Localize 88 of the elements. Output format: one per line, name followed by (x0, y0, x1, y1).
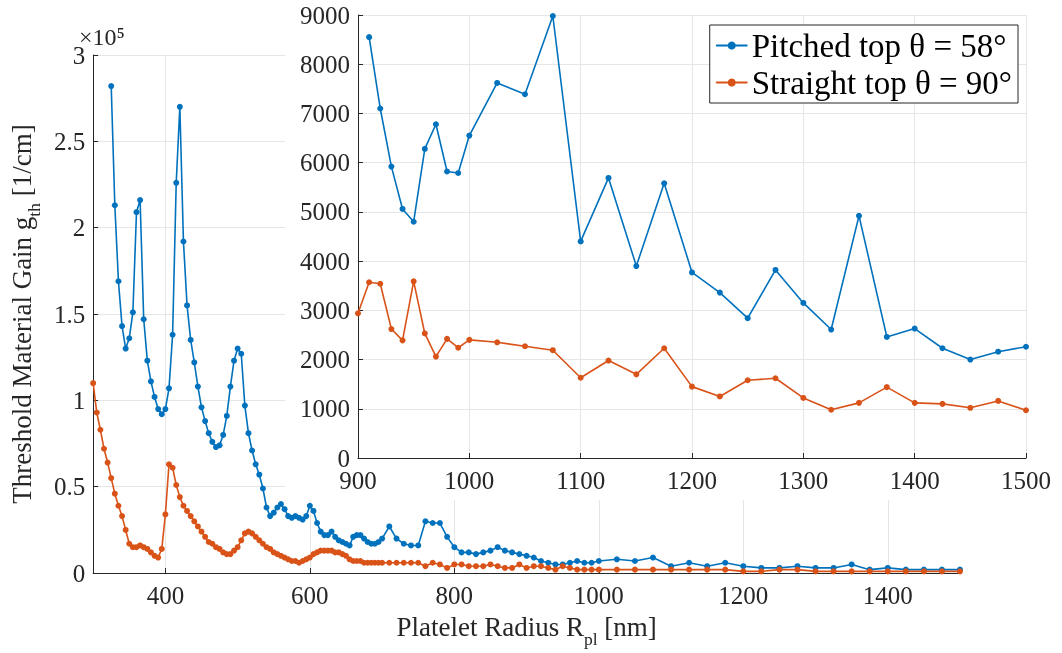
point (444, 168, 451, 175)
point (772, 266, 779, 273)
point (744, 315, 751, 322)
point (522, 91, 528, 98)
y-tick-label: 0 (72, 559, 86, 587)
x-tick-label: 1200 (718, 582, 769, 610)
point (1023, 407, 1029, 414)
point (522, 343, 528, 350)
y-tick-label: 8000 (300, 50, 350, 78)
point (466, 336, 473, 343)
legend-label: Straight top θ = 90° (751, 64, 1012, 101)
point (455, 344, 462, 351)
point (828, 326, 835, 333)
y-tick-label: 5000 (300, 198, 350, 226)
point (549, 347, 556, 354)
point (800, 394, 807, 401)
y-tick-label: 2 (72, 214, 86, 242)
point (828, 406, 835, 413)
x-tick-label: 1200 (667, 467, 717, 494)
legend-label: Pitched top θ = 58° (751, 27, 1007, 64)
point (355, 310, 361, 317)
point (716, 289, 723, 296)
point (716, 393, 723, 400)
y-tick-label: 6000 (300, 149, 350, 177)
point (911, 325, 918, 332)
y-axis-title: Threshold Material Gain gth [1/cm] (6, 124, 44, 504)
point (432, 353, 439, 360)
point (800, 299, 807, 306)
point (366, 34, 373, 41)
point (661, 180, 668, 187)
point (856, 399, 862, 406)
x-tick-label: 1000 (573, 582, 624, 610)
point (939, 345, 946, 352)
point (883, 384, 890, 391)
point (661, 345, 668, 352)
point (549, 12, 556, 19)
point (633, 263, 640, 270)
y-tick-label: 3000 (300, 296, 350, 324)
point (366, 279, 373, 286)
point (388, 163, 395, 170)
x-tick-label: 1100 (556, 467, 606, 494)
point (421, 145, 428, 152)
y-tick-label: 9000 (300, 1, 350, 29)
point (856, 212, 862, 219)
x-tick-label: 400 (146, 582, 185, 610)
point (466, 132, 473, 139)
point (995, 348, 1002, 355)
x-tick-label: 1400 (862, 582, 913, 610)
point (494, 339, 501, 346)
x-tick-label: 1300 (778, 467, 829, 494)
y-tick-label: 0.5 (53, 473, 86, 501)
y-tick-label: 1 (72, 386, 86, 414)
y-tick-label: 1000 (300, 395, 350, 423)
point (444, 335, 451, 342)
point (772, 375, 779, 382)
point (911, 399, 918, 406)
y-tick-label: 2000 (300, 346, 350, 374)
point (388, 326, 395, 333)
x-tick-label: 1400 (889, 467, 940, 494)
y-tick-label: 4000 (300, 247, 350, 275)
point (605, 174, 612, 181)
point (421, 330, 428, 337)
point (432, 121, 439, 128)
point (577, 374, 584, 381)
point (939, 400, 946, 407)
point (689, 383, 695, 390)
point (1023, 343, 1029, 350)
point (455, 170, 462, 176)
point (494, 79, 501, 86)
point (744, 377, 751, 384)
y-tick-label: 1.5 (53, 300, 86, 328)
point (995, 397, 1002, 404)
point (967, 404, 974, 411)
point (689, 269, 695, 276)
point (377, 280, 384, 287)
x-tick-label: 1500 (1001, 467, 1051, 494)
y-tick-label: 7000 (300, 99, 350, 127)
point (399, 205, 406, 212)
point (410, 218, 417, 225)
point (883, 333, 890, 340)
point (633, 371, 640, 378)
point (577, 238, 584, 245)
point (605, 357, 612, 364)
point (410, 278, 417, 285)
x-tick-label: 800 (435, 582, 474, 610)
y-tick-label: 2.5 (53, 127, 86, 155)
x-tick-label: 1000 (444, 467, 495, 494)
x-tick-label: 600 (291, 582, 329, 610)
